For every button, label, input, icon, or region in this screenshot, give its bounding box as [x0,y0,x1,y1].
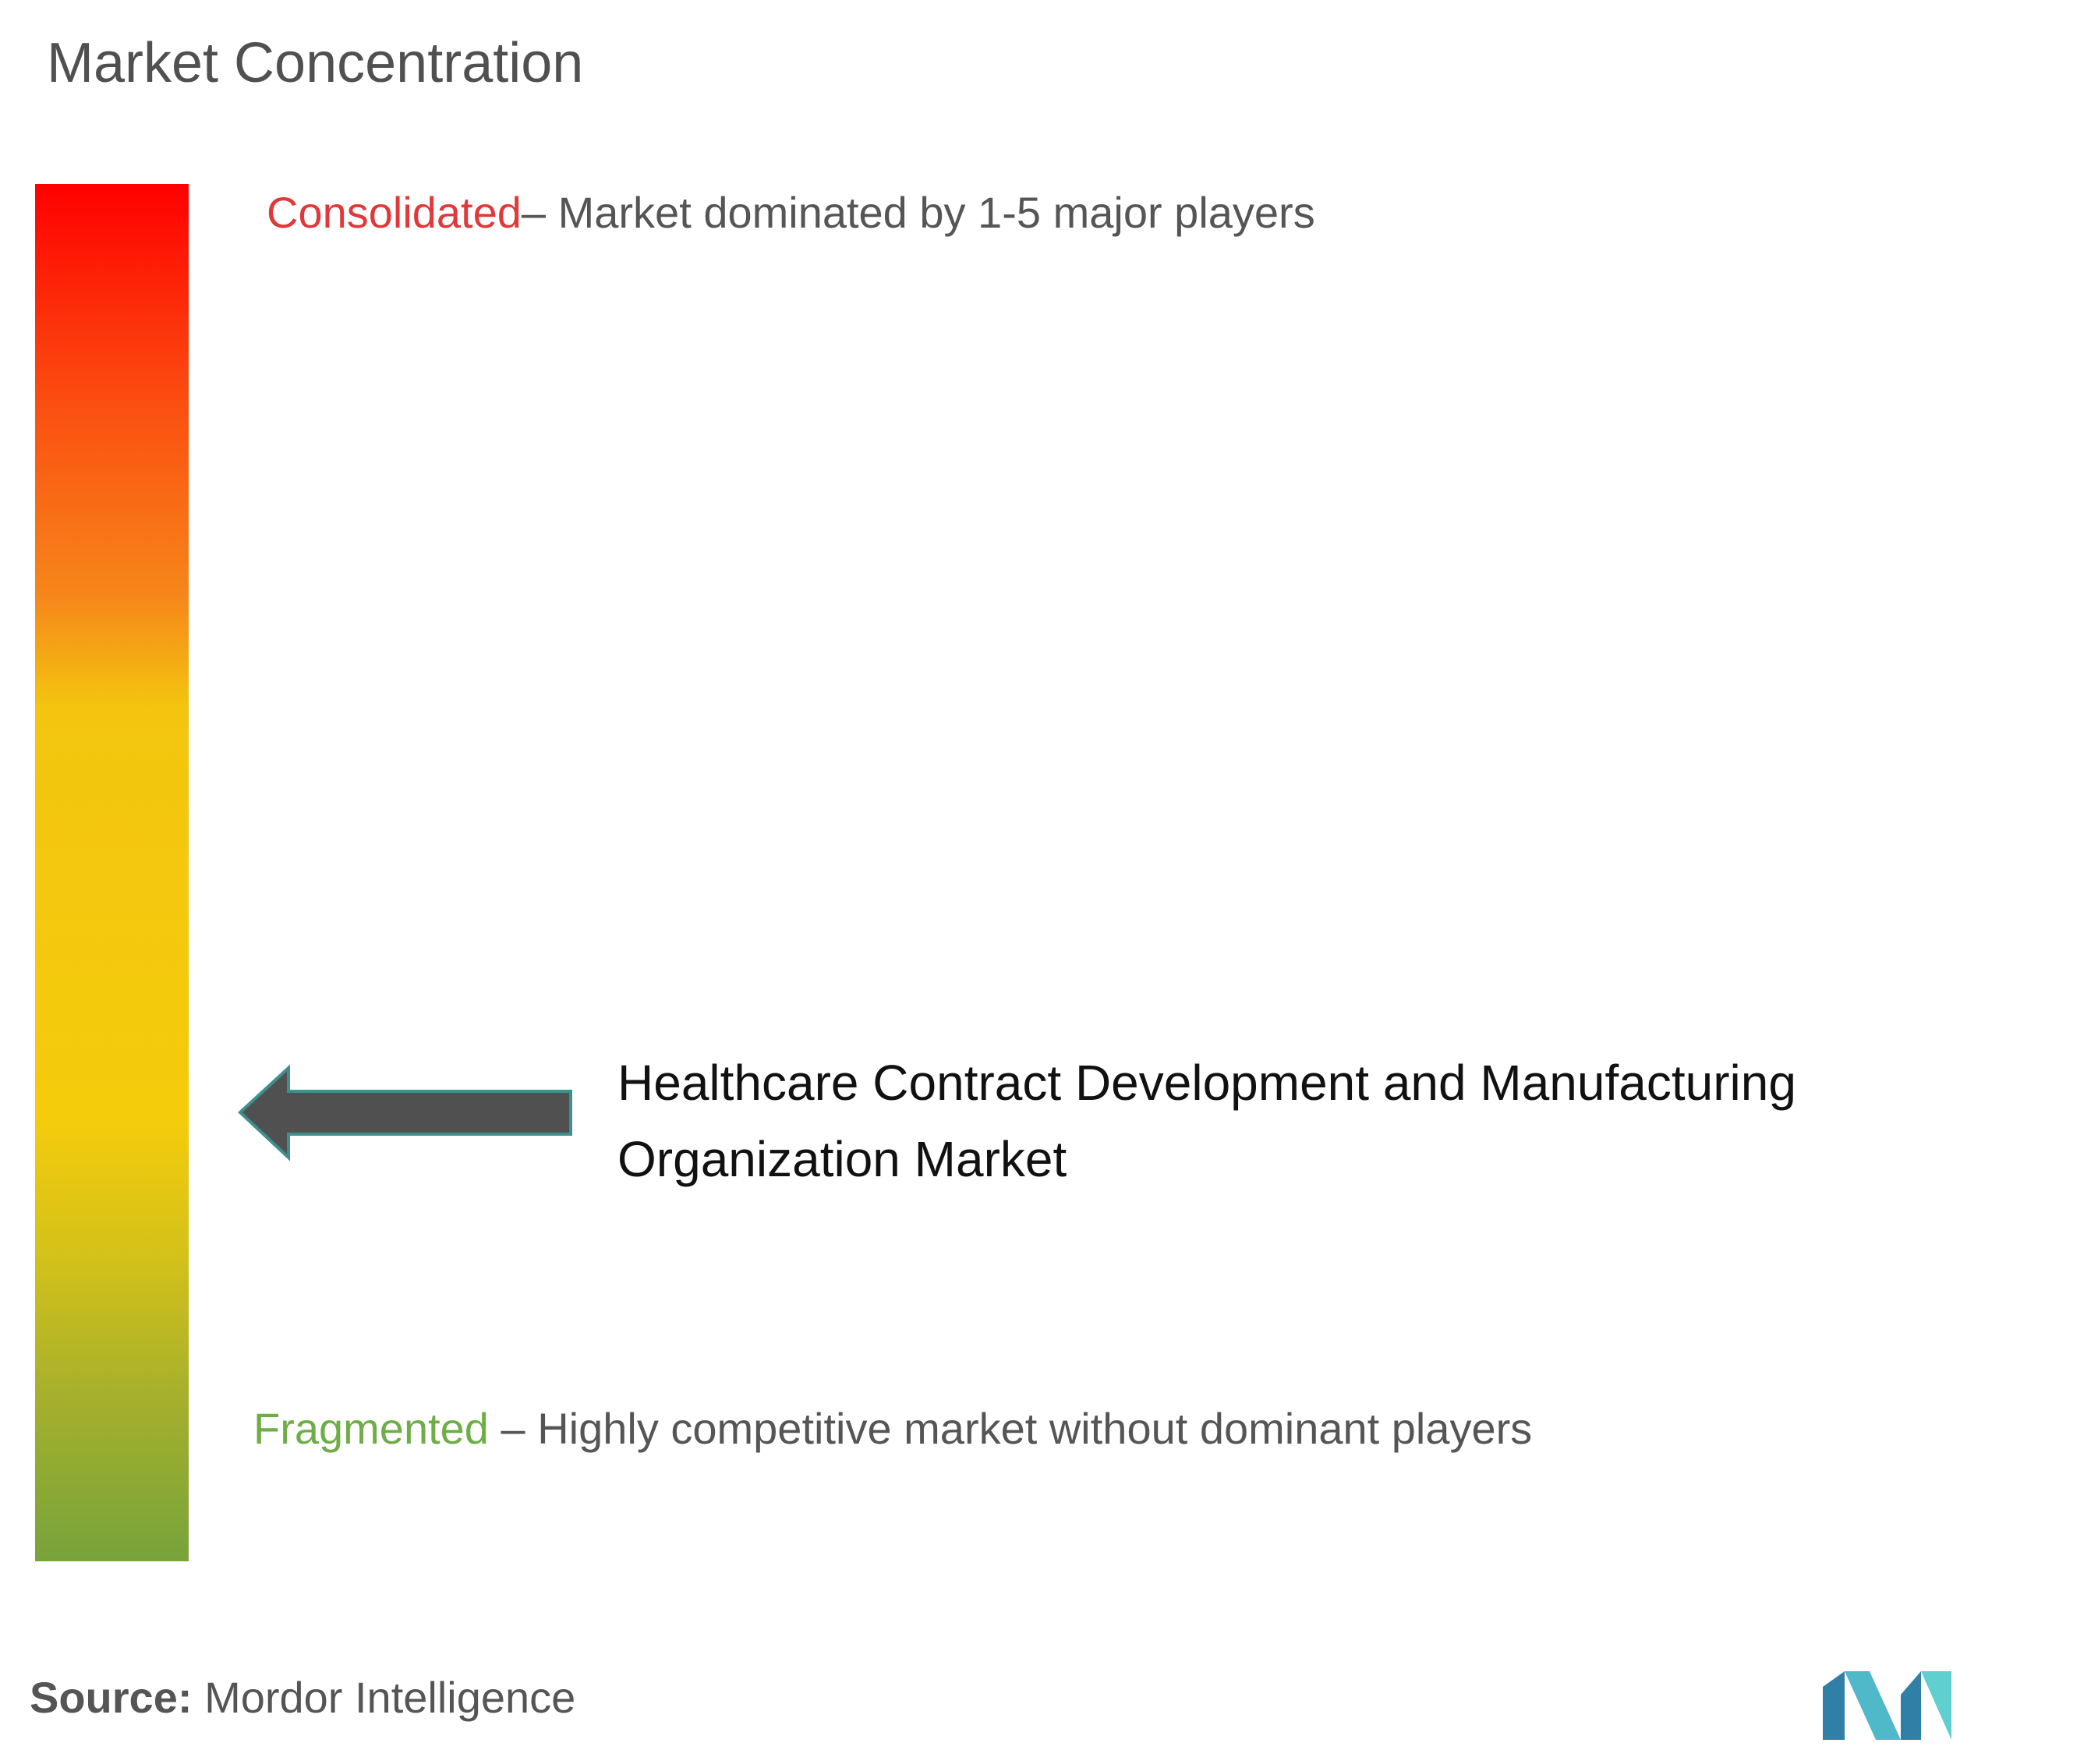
marker-arrow [238,1064,572,1161]
market-name: Healthcare Contract Development and Manu… [617,1055,1796,1187]
logo [1823,1671,1951,1740]
logo-part [1823,1671,1845,1740]
logo-part [1901,1671,1921,1740]
source-label: Source: [30,1673,193,1722]
concentration-gradient-bar [35,184,189,1561]
fragmented-label: Fragmented [253,1404,489,1453]
fragmented-caption: Fragmented – Highly competitive market w… [253,1384,1594,1473]
consolidated-label: Consolidated [267,188,522,237]
consolidated-description: – Market dominated by 1-5 major players [521,188,1315,237]
fragmented-description: – Highly competitive market without domi… [488,1404,1533,1453]
source-line: Source: Mordor Intelligence [30,1672,575,1723]
consolidated-caption: Consolidated– Market dominated by 1-5 ma… [267,187,1315,238]
arrow-shape [238,1064,572,1161]
logo-part [1845,1671,1901,1740]
title: Market Concentration [47,32,584,94]
logo-part [1921,1671,1951,1740]
source-name: Mordor Intelligence [204,1673,576,1722]
